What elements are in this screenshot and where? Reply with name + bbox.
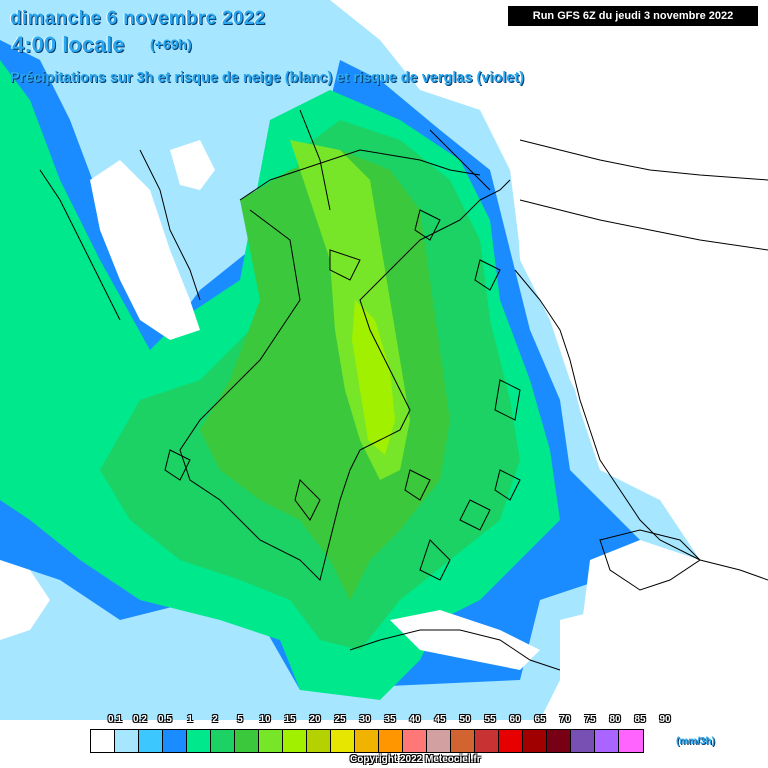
legend-label: 20 <box>309 714 321 725</box>
snow-patch-balkan <box>170 140 215 190</box>
legend-swatch <box>283 730 307 752</box>
legend-swatch <box>259 730 283 752</box>
legend-swatch <box>619 730 643 752</box>
snow-patch-west <box>0 560 50 640</box>
legend-label: 40 <box>409 714 421 725</box>
snow-patch-adriatic <box>90 160 200 340</box>
legend-labels: 0.1 0.2 0.5 1 2 5 10 15 20 25 30 35 40 45 50 55 60 65 70 75… <box>90 714 680 728</box>
legend-label: 90 <box>659 714 671 725</box>
legend-label: 50 <box>459 714 471 725</box>
legend-label: 25 <box>334 714 346 725</box>
precip-zone-olive <box>200 150 450 600</box>
legend-label: 15 <box>284 714 296 725</box>
copyright: Copyright 2022 Meteociel.fr <box>350 754 481 765</box>
legend-swatch <box>379 730 403 752</box>
legend-label: 55 <box>484 714 496 725</box>
legend-color-bar <box>90 729 644 753</box>
legend-swatch <box>595 730 619 752</box>
legend-swatch <box>187 730 211 752</box>
lead-time-label: (+69h) <box>150 36 192 52</box>
dry-zone-east <box>560 540 768 768</box>
legend-swatch <box>211 730 235 752</box>
legend-swatch <box>139 730 163 752</box>
legend-label: 5 <box>237 714 243 725</box>
legend-swatch <box>355 730 379 752</box>
legend-swatch <box>403 730 427 752</box>
legend-label: 70 <box>559 714 571 725</box>
map-time-title: 4:00 locale <box>12 32 125 57</box>
legend-label: 0.5 <box>158 714 172 725</box>
legend-label: 10 <box>259 714 271 725</box>
legend-label: 80 <box>609 714 621 725</box>
legend-unit: (mm/3h) <box>676 736 715 747</box>
legend-label: 1 <box>187 714 193 725</box>
precip-zone-max <box>352 300 395 455</box>
legend-label: 35 <box>384 714 396 725</box>
legend-swatch <box>571 730 595 752</box>
map-date-title: dimanche 6 novembre 2022 <box>10 8 266 29</box>
dry-zone-turkey <box>505 0 768 520</box>
legend-label: 65 <box>534 714 546 725</box>
legend-swatch <box>91 730 115 752</box>
legend-label: 2 <box>212 714 218 725</box>
legend-label: 45 <box>434 714 446 725</box>
legend-swatch <box>163 730 187 752</box>
legend-swatch <box>499 730 523 752</box>
legend-label: 85 <box>634 714 646 725</box>
legend-label: 0.1 <box>108 714 122 725</box>
coastlines <box>39 109 768 671</box>
legend-swatch <box>547 730 571 752</box>
legend-label: 0.2 <box>133 714 147 725</box>
map-subtitle: Précipitations sur 3h et risque de neige… <box>10 70 525 86</box>
legend-swatch <box>523 730 547 752</box>
legend-swatch <box>115 730 139 752</box>
legend-label: 60 <box>509 714 521 725</box>
legend-label: 75 <box>584 714 596 725</box>
legend-swatch <box>235 730 259 752</box>
run-label: Run GFS 6Z du jeudi 3 novembre 2022 <box>508 6 758 26</box>
legend-swatch <box>427 730 451 752</box>
legend-swatch <box>307 730 331 752</box>
legend-swatch <box>475 730 499 752</box>
legend-swatch <box>331 730 355 752</box>
dry-zone-crete <box>390 610 540 670</box>
legend-swatch <box>451 730 475 752</box>
legend-label: 30 <box>359 714 371 725</box>
